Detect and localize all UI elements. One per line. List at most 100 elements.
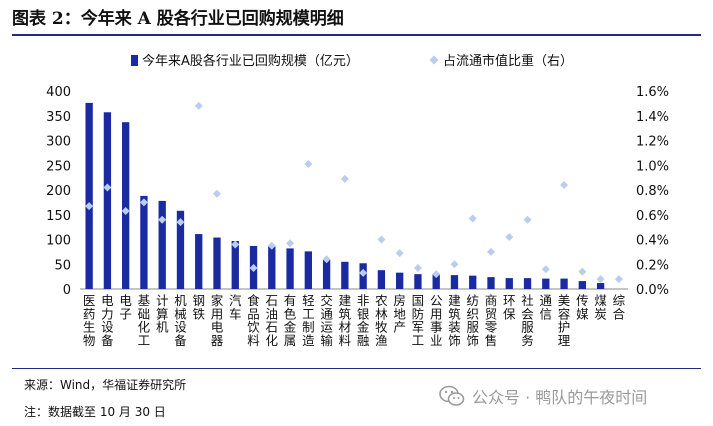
category-label: 通信: [540, 293, 553, 321]
bar: [341, 261, 349, 289]
category-label: 商贸零售: [485, 293, 498, 348]
scatter-point: [541, 265, 550, 274]
watermark-text: 公众号 · 鸭队的午夜时间: [472, 388, 648, 407]
scatter-point: [267, 241, 276, 250]
scatter-point: [176, 218, 185, 227]
category-label: 煤炭: [594, 293, 607, 321]
category-label: 钢铁: [192, 293, 205, 321]
y-left-tick-label: 100: [46, 234, 71, 249]
wechat-icon: [439, 385, 465, 406]
bar: [450, 275, 459, 289]
category-label: 医药生物: [83, 293, 96, 348]
scatter-point: [487, 247, 495, 256]
bar: [596, 283, 605, 289]
category-label: 社会服务: [521, 293, 534, 348]
y-left-tick-label: 50: [54, 258, 71, 273]
y-left-tick-label: 400: [46, 85, 71, 100]
category-label: 环保: [503, 293, 516, 321]
watermark: 公众号 · 鸭队的午夜时间: [438, 382, 647, 410]
title-divider: [12, 34, 701, 36]
category-label: 基础化工: [138, 293, 151, 348]
bar: [231, 240, 239, 289]
category-label: 建筑材料: [339, 293, 352, 348]
y-left-tick-label: 150: [46, 209, 71, 224]
source-note: 来源：Wind，华福证券研究所: [24, 378, 187, 392]
bar: [377, 270, 386, 289]
category-label: 电力设备: [101, 293, 114, 348]
category-label: 传媒: [576, 293, 589, 321]
category-label: 石油石化: [266, 293, 279, 348]
bar: [523, 278, 532, 289]
bar: [432, 274, 440, 289]
bar: [176, 210, 185, 289]
footer-divider: [12, 368, 701, 369]
y-right-tick-label: 0.6%: [636, 209, 669, 224]
scatter-point: [139, 198, 148, 207]
y-right-tick-label: 1.2%: [636, 135, 669, 150]
bar: [322, 259, 331, 289]
legend-diamond-swatch: [429, 55, 439, 65]
scatter-point: [523, 215, 532, 224]
bar: [158, 200, 166, 289]
chart-title: 图表 2：今年来 A 股各行业已回购规模明细: [12, 9, 344, 29]
y-right-tick-label: 1.4%: [636, 110, 669, 125]
bar: [103, 112, 112, 289]
y-right-tick-label: 1.0%: [636, 159, 669, 174]
axes: 0 50 100 150 200 250 300 350 400 0.0% 0.2% 0.4% 0.6%…: [46, 85, 669, 298]
scatter-point: [377, 235, 386, 244]
scatter-point: [194, 101, 203, 110]
bar: [396, 272, 404, 289]
legend: 今年来A股各行业已回购规模（亿元） 占流通市值比重（右）: [131, 53, 573, 69]
category-label: 农林牧渔: [375, 293, 388, 348]
date-note: 注：数据截至 10 月 30 日: [24, 405, 166, 419]
scatter-point: [359, 268, 368, 277]
scatter-point: [158, 215, 167, 224]
category-label: 纺织服饰: [466, 293, 479, 348]
category-label: 建筑装饰: [448, 293, 461, 348]
category-label: 公用事业: [430, 293, 443, 348]
legend-bar-swatch: [131, 55, 138, 66]
scatter-point: [560, 181, 569, 190]
bar-chart: 今年来A股各行业已回购规模（亿元） 占流通市值比重（右） 0 50 100 150 20…: [46, 53, 669, 348]
bar: [213, 237, 221, 289]
scatter-point: [103, 183, 112, 192]
category-label: 轻工制造: [302, 293, 315, 348]
scatter-point: [340, 174, 349, 183]
y-left-tick-label: 300: [46, 135, 71, 150]
scatter-point: [85, 202, 94, 211]
bar: [469, 275, 477, 289]
bar: [195, 234, 203, 289]
bar: [268, 246, 276, 289]
scatter-point: [505, 233, 514, 242]
bar: [578, 281, 586, 289]
category-label: 综合: [613, 293, 626, 321]
bar: [487, 277, 495, 289]
category-label: 美容护理: [558, 293, 571, 348]
scatter-point: [578, 267, 587, 276]
scatter-point: [213, 189, 221, 198]
bar: [85, 102, 93, 289]
bar: [286, 248, 294, 289]
category-label: 机械设备: [174, 293, 187, 348]
legend-bar-label: 今年来A股各行业已回购规模（亿元）: [142, 53, 359, 69]
legend-diamond-label: 占流通市值比重（右）: [443, 53, 573, 69]
bar: [304, 251, 312, 289]
y-right-tick-label: 0.0%: [636, 283, 669, 298]
bar: [542, 278, 550, 289]
y-right-tick-label: 0.2%: [636, 258, 669, 273]
bar-series: [85, 102, 605, 289]
bar: [414, 274, 422, 289]
category-label: 食品饮料: [247, 293, 260, 348]
scatter-point: [395, 249, 404, 258]
category-label: 家用电器: [211, 293, 224, 348]
y-left-tick-label: 250: [46, 159, 71, 174]
bar: [505, 278, 513, 289]
scatter-point: [286, 239, 295, 248]
y-right-tick-label: 0.4%: [636, 234, 669, 249]
y-right-tick-label: 0.8%: [636, 184, 669, 199]
category-label: 电子: [119, 293, 132, 321]
scatter-point: [614, 275, 623, 284]
y-right-tick-label: 1.6%: [636, 85, 669, 100]
category-label: 交通运输: [320, 293, 333, 348]
scatter-point: [468, 214, 477, 223]
